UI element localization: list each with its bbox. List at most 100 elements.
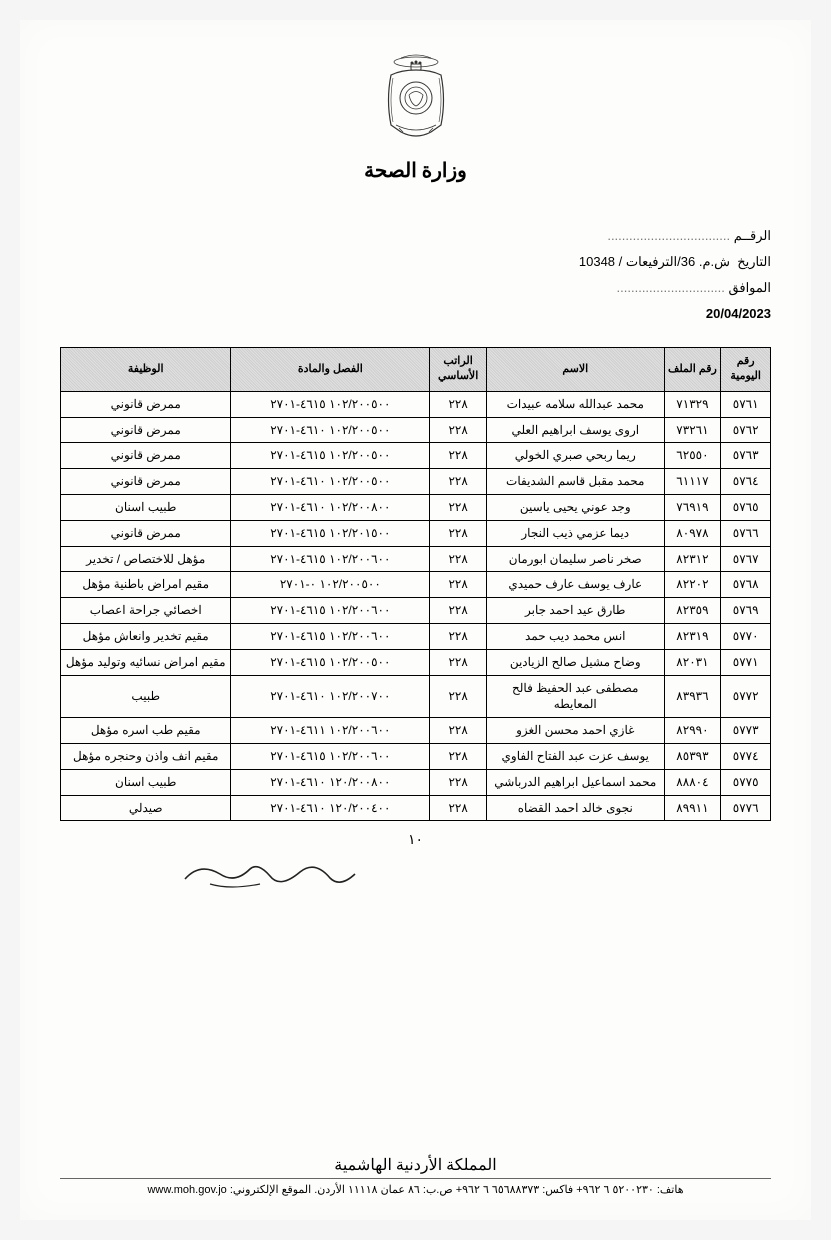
ministry-title: وزارة الصحة <box>60 158 771 183</box>
table-cell: ديما عزمي ذيب النجار <box>487 520 665 546</box>
table-row: ٥٧٧٤٨٥٣٩٣يوسف عزت عبد الفتاح الفاوي٢٢٨١٠… <box>61 743 771 769</box>
table-cell: مصطفى عبد الحفيظ فالح المعايطه <box>487 675 665 718</box>
table-cell: ٨٢٠٣١ <box>664 649 721 675</box>
table-cell: ٢٢٨ <box>430 743 487 769</box>
table-cell: ٥٧٦٢ <box>721 417 771 443</box>
table-cell: ممرض قانوني <box>61 520 231 546</box>
table-row: ٥٧٧٦٨٩٩١١نجوى خالد احمد القضاه٢٢٨١٢٠/٢٠٠… <box>61 795 771 821</box>
table-cell: ٥٧٦٣ <box>721 443 771 469</box>
table-cell: ٢٢٨ <box>430 718 487 744</box>
table-row: ٥٧٦٢٧٣٢٦١اروى يوسف ابراهيم العلي٢٢٨١٠٢/٢… <box>61 417 771 443</box>
promotions-table: رقم اليومية رقم الملف الاسم الراتب الأسا… <box>60 347 771 821</box>
col-header-idx: رقم اليومية <box>721 348 771 392</box>
table-cell: ٦٢٥٥٠ <box>664 443 721 469</box>
table-cell: ٨٨٨٠٤ <box>664 769 721 795</box>
table-cell: نجوى خالد احمد القضاه <box>487 795 665 821</box>
table-row: ٥٧٧٥٨٨٨٠٤محمد اسماعيل ابراهيم الدرباشي٢٢… <box>61 769 771 795</box>
table-cell: ٢٢٨ <box>430 520 487 546</box>
table-cell: ٥٧٦٦ <box>721 520 771 546</box>
table-cell: عارف يوسف عارف حميدي <box>487 572 665 598</box>
table-cell: طبيب <box>61 675 231 718</box>
ref-label: الرقــم <box>734 228 771 243</box>
table-row: ٥٧٦٥٧٦٩١٩وجد عوني يحيى ياسين٢٢٨١٠٢/٢٠٠٨٠… <box>61 494 771 520</box>
table-row: ٥٧٧١٨٢٠٣١وضاح مشيل صالح الزيادين٢٢٨١٠٢/٢… <box>61 649 771 675</box>
table-cell: وضاح مشيل صالح الزيادين <box>487 649 665 675</box>
table-cell: ١٠٢/٢٠٠٦٠٠ ٤٦١٥-٢٧٠١ <box>231 546 430 572</box>
table-cell: ٨٢٢٠٢ <box>664 572 721 598</box>
col-header-name: الاسم <box>487 348 665 392</box>
table-cell: ١٠٢/٢٠٠٥٠٠ ٤٦١٠-٢٧٠١ <box>231 469 430 495</box>
table-cell: ٢٢٨ <box>430 598 487 624</box>
table-cell: مقيم امراض باطنية مؤهل <box>61 572 231 598</box>
approved-dots: .............................. <box>617 280 725 295</box>
table-cell: ٨٢٣١٩ <box>664 623 721 649</box>
table-cell: ٢٢٨ <box>430 675 487 718</box>
table-cell: محمد مقبل قاسم الشديفات <box>487 469 665 495</box>
table-cell: ٨٥٣٩٣ <box>664 743 721 769</box>
table-row: ٥٧٧٣٨٢٩٩٠غازي احمد محسن الغزو٢٢٨١٠٢/٢٠٠٦… <box>61 718 771 744</box>
table-cell: ٨٢٩٩٠ <box>664 718 721 744</box>
table-cell: طارق عيد احمد جابر <box>487 598 665 624</box>
table-cell: ممرض قانوني <box>61 469 231 495</box>
table-cell: ٥٧٧٦ <box>721 795 771 821</box>
col-header-file: رقم الملف <box>664 348 721 392</box>
table-cell: ٥٧٦٩ <box>721 598 771 624</box>
table-cell: غازي احمد محسن الغزو <box>487 718 665 744</box>
table-cell: ٥٧٦٧ <box>721 546 771 572</box>
table-cell: ٢٢٨ <box>430 391 487 417</box>
table-cell: ٨٢٣١٢ <box>664 546 721 572</box>
table-row: ٥٧٧٢٨٣٩٣٦مصطفى عبد الحفيظ فالح المعايطه٢… <box>61 675 771 718</box>
table-row: ٥٧٦٨٨٢٢٠٢عارف يوسف عارف حميدي٢٢٨١٠٢/٢٠٠٥… <box>61 572 771 598</box>
table-cell: مقيم انف واذن وحنجره مؤهل <box>61 743 231 769</box>
table-cell: ٥٧٧١ <box>721 649 771 675</box>
table-cell: ممرض قانوني <box>61 443 231 469</box>
table-cell: ١٠٢/٢٠٠٦٠٠ ٤٦١١-٢٧٠١ <box>231 718 430 744</box>
table-cell: ١٠٢/٢٠٠٥٠٠ ٤٦١٥-٢٧٠١ <box>231 391 430 417</box>
table-cell: ممرض قانوني <box>61 391 231 417</box>
table-cell: ٢٢٨ <box>430 443 487 469</box>
table-cell: ٨٩٩١١ <box>664 795 721 821</box>
table-cell: ٦١١١٧ <box>664 469 721 495</box>
table-row: ٥٧٦١٧١٣٢٩محمد عبدالله سلامه عبيدات٢٢٨١٠٢… <box>61 391 771 417</box>
footer-country: المملكة الأردنية الهاشمية <box>60 1155 771 1175</box>
table-cell: ٢٢٨ <box>430 572 487 598</box>
table-cell: ٧٦٩١٩ <box>664 494 721 520</box>
table-cell: اروى يوسف ابراهيم العلي <box>487 417 665 443</box>
header-meta: الرقــم ................................… <box>60 223 771 327</box>
table-row: ٥٧٦٣٦٢٥٥٠ريما ربحي صبري الخولي٢٢٨١٠٢/٢٠٠… <box>61 443 771 469</box>
table-cell: ٥٧٧٢ <box>721 675 771 718</box>
table-cell: ٥٧٧٥ <box>721 769 771 795</box>
table-cell: ١٠٢/٢٠٠٦٠٠ ٤٦١٥-٢٧٠١ <box>231 743 430 769</box>
footer: المملكة الأردنية الهاشمية هاتف: ٥٢٠٠٢٣٠ … <box>60 1155 771 1196</box>
table-cell: مقيم طب اسره مؤهل <box>61 718 231 744</box>
table-row: ٥٧٦٧٨٢٣١٢صخر ناصر سليمان ابورمان٢٢٨١٠٢/٢… <box>61 546 771 572</box>
table-cell: ١٢٠/٢٠٠٨٠٠ ٤٦١٠-٢٧٠١ <box>231 769 430 795</box>
table-cell: ٥٧٦٨ <box>721 572 771 598</box>
table-row: ٥٧٧٠٨٢٣١٩انس محمد ديب حمد٢٢٨١٠٢/٢٠٠٦٠٠ ٤… <box>61 623 771 649</box>
table-cell: ١٠٢/٢٠٠٥٠٠ ٤٦١٠-٢٧٠١ <box>231 417 430 443</box>
table-cell: ٢٢٨ <box>430 649 487 675</box>
table-cell: ٧٣٢٦١ <box>664 417 721 443</box>
col-header-salary: الراتب الأساسي <box>430 348 487 392</box>
table-row: ٥٧٦٤٦١١١٧محمد مقبل قاسم الشديفات٢٢٨١٠٢/٢… <box>61 469 771 495</box>
table-cell: صيدلي <box>61 795 231 821</box>
table-cell: ٢٢٨ <box>430 795 487 821</box>
date-iso: 20/04/2023 <box>706 306 771 321</box>
national-emblem <box>60 50 771 150</box>
table-cell: ٢٢٨ <box>430 769 487 795</box>
table-row: ٥٧٦٩٨٢٣٥٩طارق عيد احمد جابر٢٢٨١٠٢/٢٠٠٦٠٠… <box>61 598 771 624</box>
footer-contact: هاتف: ٥٢٠٠٢٣٠ ٦ ٩٦٢+ فاكس: ٦٥٦٨٨٣٧٣ ٦ ٩٦… <box>60 1183 771 1196</box>
table-cell: ٢٢٨ <box>430 469 487 495</box>
table-cell: ٥٧٦٤ <box>721 469 771 495</box>
table-cell: ٨٠٩٧٨ <box>664 520 721 546</box>
table-cell: ٢٢٨ <box>430 494 487 520</box>
table-cell: ٥٧٦١ <box>721 391 771 417</box>
table-cell: يوسف عزت عبد الفتاح الفاوي <box>487 743 665 769</box>
table-row: ٥٧٦٦٨٠٩٧٨ديما عزمي ذيب النجار٢٢٨١٠٢/٢٠١٥… <box>61 520 771 546</box>
ref-dots: .................................. <box>607 228 730 243</box>
table-cell: ٧١٣٢٩ <box>664 391 721 417</box>
table-cell: ممرض قانوني <box>61 417 231 443</box>
table-cell: وجد عوني يحيى ياسين <box>487 494 665 520</box>
table-cell: ١٠٢/٢٠٠٦٠٠ ٤٦١٥-٢٧٠١ <box>231 598 430 624</box>
table-cell: مقيم امراض نسائيه وتوليد مؤهل <box>61 649 231 675</box>
